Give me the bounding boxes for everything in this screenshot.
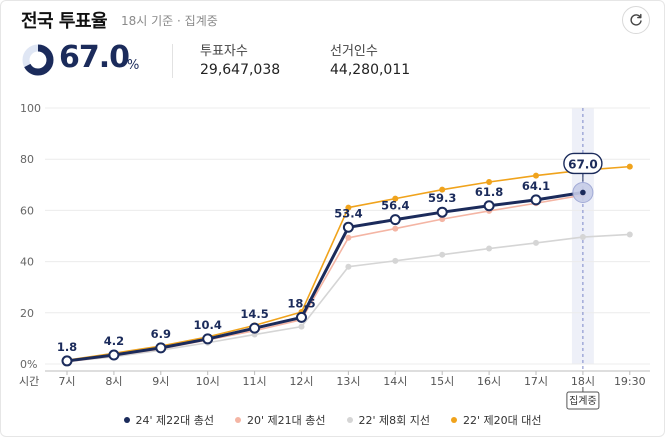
- status-subtitle: 18시 기준 · 집계중: [121, 14, 218, 28]
- legend-item: 22' 제20대 대선: [451, 412, 542, 428]
- data-label: 14.5: [240, 307, 268, 321]
- x-tick-label: 13시: [336, 375, 360, 388]
- x-tick-label: 17시: [524, 375, 548, 388]
- data-point: [626, 163, 633, 170]
- legend-label: 22' 제20대 대선: [463, 414, 542, 427]
- x-tick-label: 15시: [430, 375, 454, 388]
- y-tick-label: 0%: [20, 358, 37, 371]
- data-point: [533, 239, 539, 246]
- data-label: 64.1: [522, 179, 550, 193]
- x-tick-label: 12시: [289, 375, 313, 388]
- legend-label: 22' 제8회 지선: [358, 414, 431, 427]
- y-tick-label: 40: [20, 256, 34, 269]
- data-point: [389, 214, 401, 226]
- chart-legend: 24' 제22대 총선 20' 제21대 총선 22' 제8회 지선 22' 제20대…: [0, 412, 665, 428]
- data-label: 61.8: [475, 185, 503, 199]
- data-point: [486, 178, 493, 185]
- data-point: [155, 342, 167, 354]
- data-point: [296, 311, 307, 323]
- series-line: [66, 194, 584, 363]
- turnout-value: 67.0: [59, 40, 130, 75]
- x-tick-label: 11시: [243, 375, 267, 388]
- refresh-button[interactable]: [622, 6, 650, 34]
- data-label: 4.2: [104, 334, 124, 348]
- data-point: [392, 195, 399, 202]
- data-point: [483, 200, 495, 212]
- turnout-unit: %: [127, 58, 140, 73]
- x-tick-label: 7시: [58, 375, 75, 388]
- x-tick-label: 14시: [383, 375, 407, 388]
- data-point: [345, 263, 352, 270]
- data-point: [61, 355, 73, 367]
- donut-fill: [22, 44, 54, 76]
- x-tick-label: 19:30: [614, 375, 646, 388]
- data-point: [392, 257, 399, 264]
- data-point: [392, 225, 399, 232]
- legend-label: 24' 제22대 총선: [135, 414, 215, 427]
- data-point: [249, 322, 261, 334]
- data-point: [533, 172, 539, 179]
- data-point: [298, 323, 305, 330]
- data-point: [579, 234, 586, 241]
- turnout-donut: [22, 44, 54, 76]
- data-point: [342, 221, 354, 233]
- x-tick-label: 8시: [105, 375, 122, 388]
- legend-swatch: [451, 417, 457, 423]
- data-point: [439, 251, 446, 258]
- y-tick-label: 100: [20, 102, 41, 115]
- data-label: 1.8: [57, 340, 77, 354]
- voters-label: 투표자수: [200, 44, 248, 59]
- x-axis-title: 시간: [19, 375, 39, 388]
- y-tick-label: 20: [20, 307, 34, 320]
- data-point: [345, 204, 352, 211]
- series-line: [66, 190, 584, 363]
- x-tick-label: 16시: [477, 375, 501, 388]
- x-tick-label: 10시: [196, 375, 220, 388]
- y-tick-label: 80: [20, 153, 34, 166]
- data-label: 59.3: [428, 191, 456, 205]
- data-label: 10.4: [194, 318, 222, 332]
- voters-value: 29,647,038: [200, 62, 281, 78]
- data-point: [626, 231, 633, 238]
- legend-swatch: [235, 417, 241, 423]
- legend-label: 20' 제21대 총선: [247, 414, 326, 427]
- data-point: [108, 349, 120, 361]
- electorate-label: 선거인수: [330, 44, 378, 59]
- data-point: [202, 333, 214, 345]
- refresh-icon: [630, 13, 642, 26]
- status-badge-label: 집계중: [569, 395, 597, 407]
- data-point: [486, 245, 493, 252]
- y-tick-label: 60: [20, 204, 34, 217]
- legend-item: 20' 제21대 총선: [235, 412, 326, 428]
- data-point: [436, 206, 448, 218]
- current-marker: [580, 189, 586, 196]
- legend-item: 22' 제8회 지선: [346, 412, 431, 428]
- data-label: 56.4: [381, 199, 409, 213]
- current-value-label: 67.0: [568, 157, 598, 171]
- page-title: 전국 투표율: [21, 11, 108, 32]
- data-point: [530, 194, 542, 206]
- x-tick-label: 9시: [152, 375, 169, 388]
- data-point: [439, 216, 446, 223]
- x-tick-label: 18시: [571, 375, 595, 388]
- data-label: 6.9: [151, 327, 171, 341]
- data-point: [345, 234, 352, 241]
- data-label: 53.4: [334, 206, 362, 220]
- summary-divider: [172, 44, 173, 78]
- data-label: 18.5: [287, 296, 315, 310]
- legend-swatch: [346, 417, 353, 423]
- legend-swatch: [123, 417, 130, 423]
- series-line: [66, 233, 630, 363]
- data-point: [439, 186, 446, 193]
- electorate-value: 44,280,011: [330, 62, 411, 78]
- legend-item: 24' 제22대 총선: [123, 412, 215, 428]
